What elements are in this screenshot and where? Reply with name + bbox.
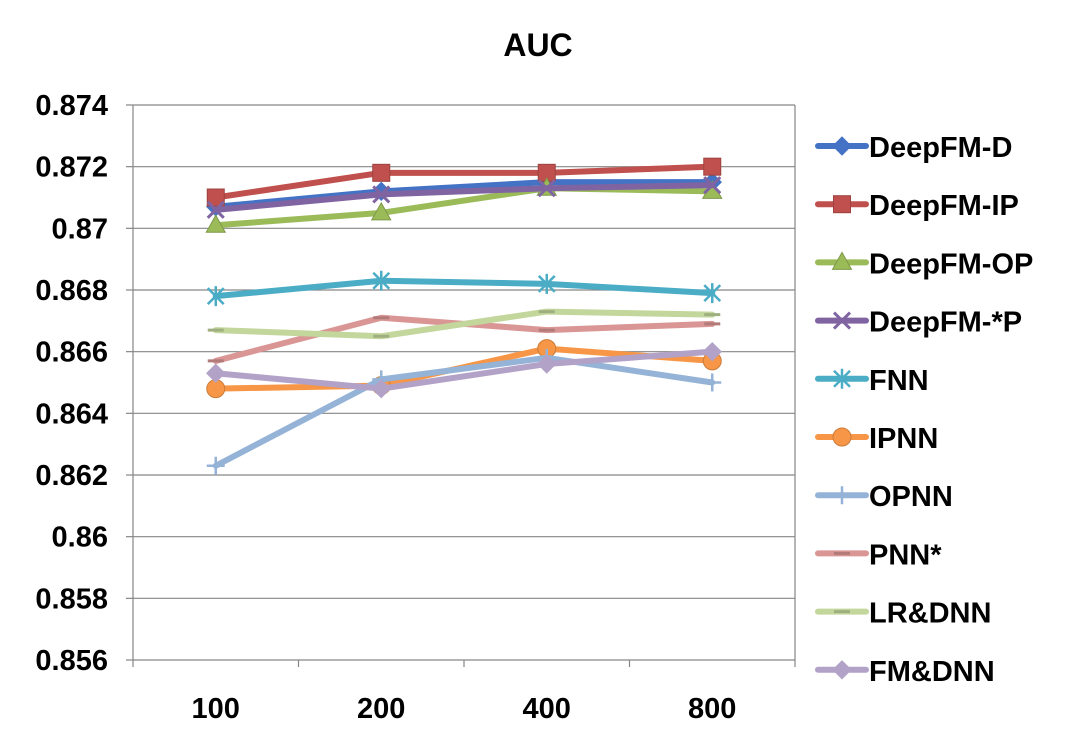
series-line-deepfm-starp (212, 182, 716, 213)
legend-label: PNN* (869, 539, 942, 571)
data-point-deepfm-ip (703, 157, 722, 176)
data-point-deepfm-starp (206, 200, 225, 219)
data-point-fmanddnn (371, 378, 391, 399)
data-point-fnn (537, 273, 556, 294)
y-tick-label: 0.868 (35, 275, 108, 307)
x-axis-ticks: 100 200 400 800 (132, 660, 796, 725)
chart-title: AUC (503, 27, 572, 63)
y-tick-label: 0.86 (52, 522, 108, 554)
y-tick-label: 0.866 (35, 337, 108, 369)
series-fmanddnn (206, 341, 722, 399)
legend-marker (832, 660, 852, 680)
series-deepfm-starp (206, 176, 722, 219)
x-tick-label: 200 (357, 693, 405, 725)
y-tick-label: 0.864 (35, 398, 108, 430)
series-line-deepfm-op (212, 185, 716, 229)
data-point-opnn (206, 456, 225, 475)
series-fnn (206, 270, 722, 307)
y-tick-label: 0.858 (35, 583, 108, 615)
legend-marker (831, 251, 853, 270)
legend-entry-ipnn: IPNN (815, 423, 938, 455)
legend-label: LR&DNN (869, 598, 991, 630)
x-tick-label: 400 (523, 693, 571, 725)
legend-marker (833, 195, 851, 214)
data-point-deepfm-starp (703, 176, 722, 195)
series-lranddnn (207, 308, 721, 340)
series-line-deepfm-d (212, 179, 716, 210)
data-point-fmanddnn (702, 341, 722, 362)
legend-entry-fmanddnn: FM&DNN (815, 656, 995, 688)
legend-entry-opnn: OPNN (815, 481, 953, 513)
legend-label: DeepFM-*P (869, 307, 1022, 339)
data-point-deepfm-ip (372, 163, 391, 182)
legend-label: FM&DNN (869, 656, 995, 688)
legend-marker (833, 368, 851, 389)
legend-entry-lranddnn: LR&DNN (815, 598, 991, 630)
data-point-opnn (703, 373, 722, 392)
legend: DeepFM-D DeepFM-IP DeepFM-OP DeepFM-*P FNN IP… (815, 132, 1033, 688)
gridlines (133, 104, 795, 599)
series-line-fmanddnn (212, 348, 716, 392)
legend-marker (832, 427, 852, 447)
x-tick-label: 800 (688, 693, 736, 725)
legend-label: IPNN (869, 423, 938, 455)
legend-entry-deepfm-op: DeepFM-OP (815, 248, 1033, 280)
legend-label: FNN (869, 365, 929, 397)
legend-entry-deepfm-d: DeepFM-D (815, 132, 1012, 164)
series-line-deepfm-ip (212, 163, 716, 201)
series-line-lranddnn (212, 308, 716, 340)
y-tick-label: 0.856 (35, 645, 108, 677)
legend-label: DeepFM-OP (869, 248, 1033, 280)
data-point-deepfm-starp (537, 179, 556, 198)
y-tick-label: 0.862 (35, 460, 108, 492)
data-point-deepfm-op (370, 201, 392, 221)
legend-marker (833, 486, 851, 505)
data-point-fmanddnn (206, 363, 226, 383)
x-tick-label: 100 (192, 693, 240, 725)
data-point-deepfm-ip (206, 188, 225, 207)
legend-entry-deepfm-starp: DeepFM-*P (815, 307, 1022, 339)
legend-entry-deepfm-ip: DeepFM-IP (815, 190, 1019, 222)
y-tick-label: 0.87 (52, 213, 108, 245)
series-deepfm-op (205, 177, 723, 233)
legend-label: DeepFM-D (869, 132, 1012, 164)
data-point-deepfm-starp (372, 185, 391, 204)
data-point-deepfm-op (205, 214, 227, 233)
series-line-opnn (212, 354, 716, 469)
data-point-fnn (372, 270, 391, 291)
legend-entry-fnn: FNN (815, 365, 929, 397)
series-lines (205, 157, 723, 475)
legend-label: OPNN (869, 481, 953, 513)
legend-label: DeepFM-IP (869, 190, 1019, 222)
data-point-fnn (206, 286, 225, 307)
data-point-fnn (703, 283, 722, 304)
y-axis-ticks: 0.874 0.872 0.87 0.868 0.866 0.864 0.862 0.86 0.… (35, 90, 133, 677)
series-deepfm-ip (206, 157, 722, 207)
series-line-fnn (212, 277, 716, 300)
data-point-fmanddnn (537, 354, 557, 374)
y-tick-label: 0.874 (35, 90, 108, 122)
y-tick-label: 0.872 (35, 152, 108, 184)
legend-entry-pnnstar: PNN* (815, 539, 942, 571)
legend-marker (832, 311, 852, 330)
legend-marker (832, 136, 852, 156)
